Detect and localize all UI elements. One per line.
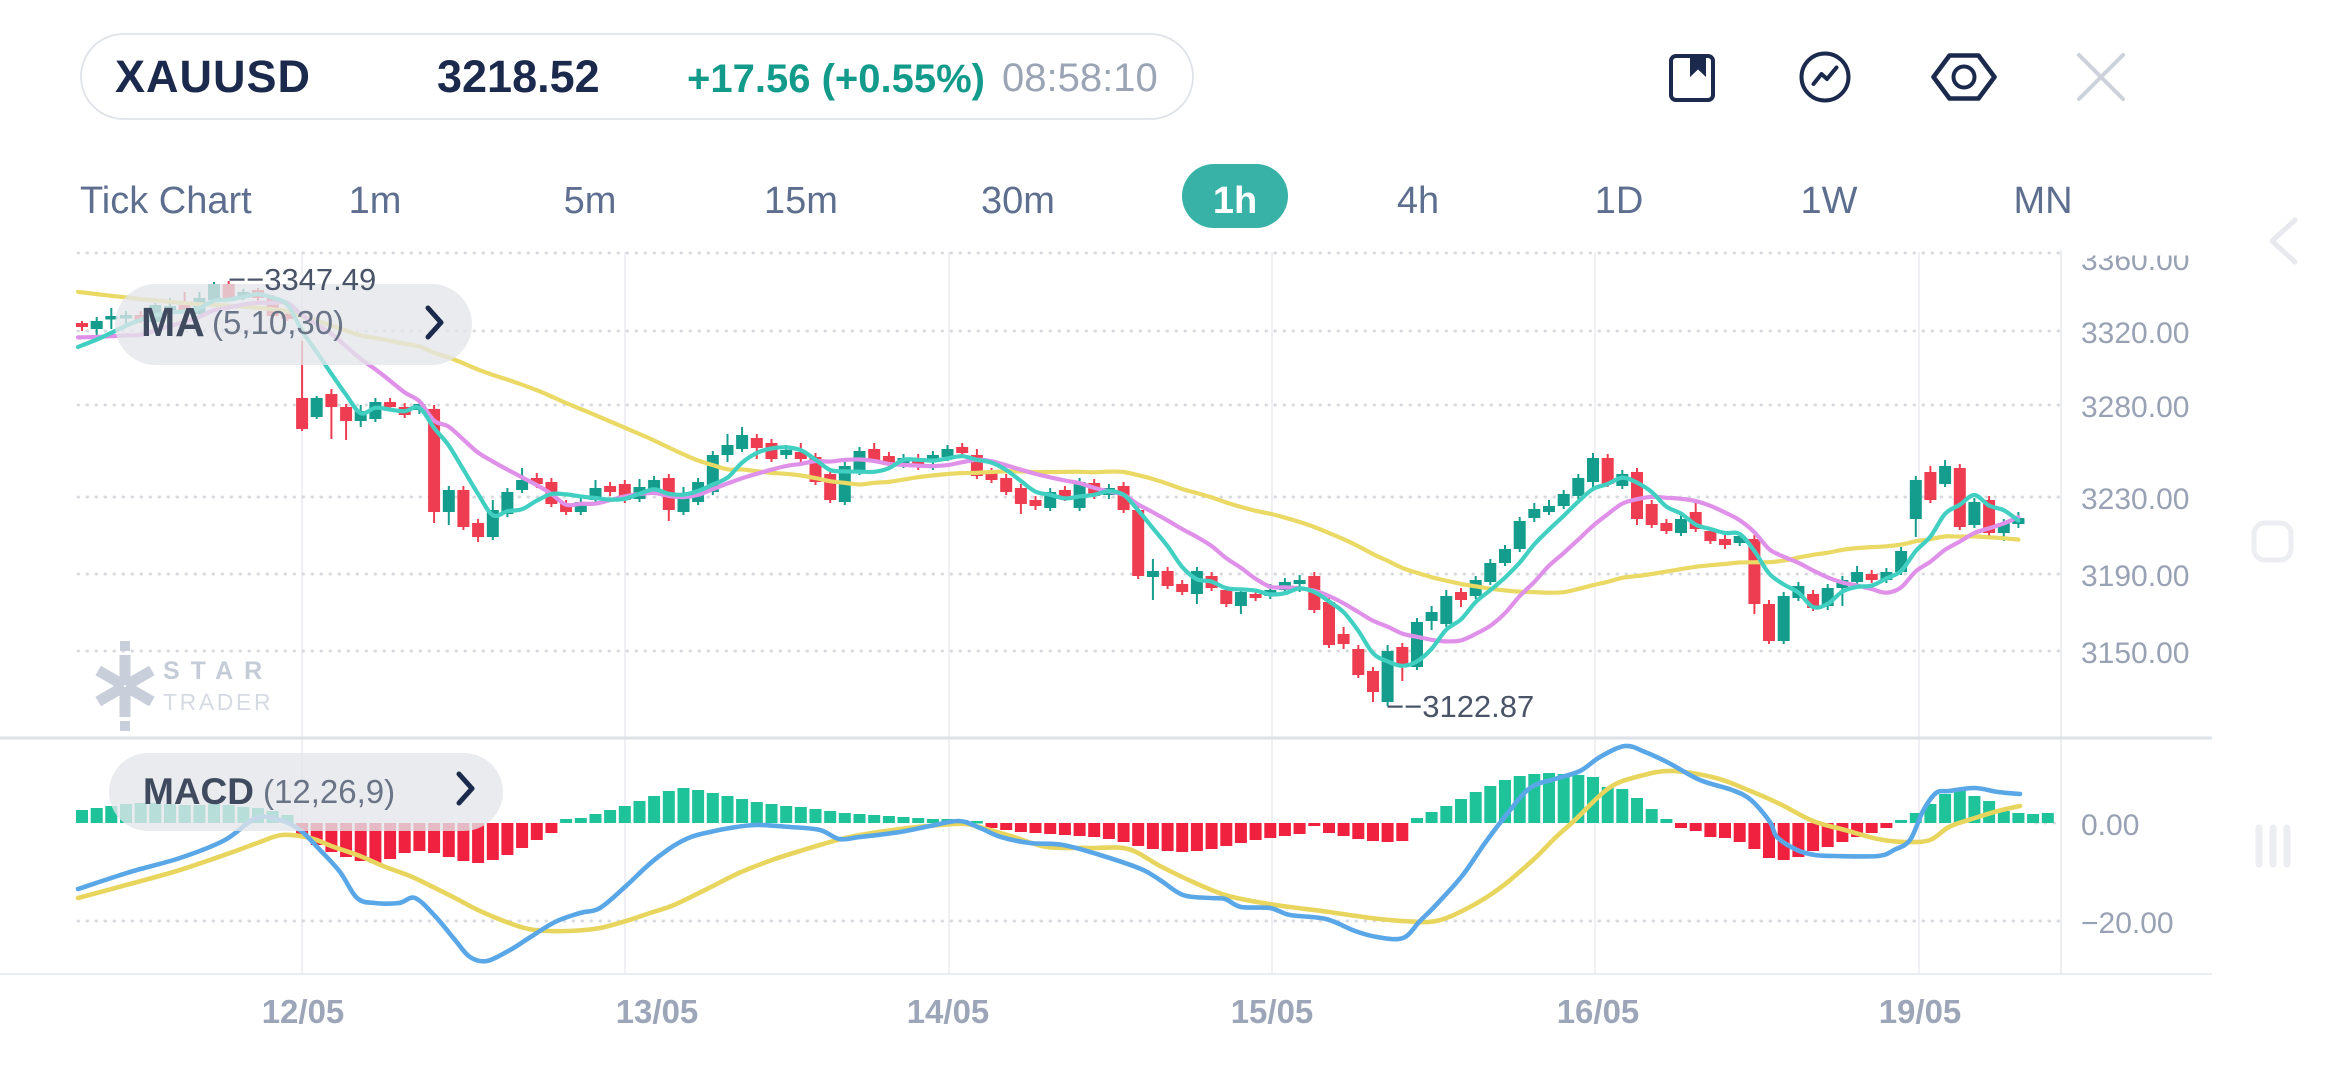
svg-text:15m: 15m <box>764 180 838 222</box>
svg-text:+17.56 (+0.55%): +17.56 (+0.55%) <box>687 57 985 101</box>
svg-text:−20.00: −20.00 <box>2081 907 2174 940</box>
svg-text:STAR: STAR <box>163 657 273 685</box>
svg-text:5m: 5m <box>564 180 617 222</box>
svg-text:TRADER: TRADER <box>163 689 273 715</box>
svg-text:MN: MN <box>2013 180 2072 222</box>
svg-text:3360.00: 3360.00 <box>2081 244 2189 277</box>
svg-text:(12,26,9): (12,26,9) <box>263 773 395 810</box>
svg-text:MACD: MACD <box>143 771 254 812</box>
svg-text:−−3122.87: −−3122.87 <box>1386 689 1534 724</box>
svg-text:3320.00: 3320.00 <box>2081 317 2189 350</box>
svg-text:4h: 4h <box>1397 180 1439 222</box>
svg-text:3150.00: 3150.00 <box>2081 637 2189 670</box>
svg-text:XAUUSD: XAUUSD <box>115 51 311 102</box>
svg-text:19/05: 19/05 <box>1879 993 1962 1030</box>
svg-text:1m: 1m <box>349 180 402 222</box>
svg-text:14/05: 14/05 <box>907 993 990 1030</box>
svg-text:3218.52: 3218.52 <box>437 51 600 102</box>
svg-text:−−3347.49: −−3347.49 <box>228 262 376 297</box>
svg-text:1h: 1h <box>1213 180 1257 222</box>
svg-text:15/05: 15/05 <box>1231 993 1314 1030</box>
svg-text:Tick Chart: Tick Chart <box>80 180 252 222</box>
svg-text:3280.00: 3280.00 <box>2081 391 2189 424</box>
svg-text:3190.00: 3190.00 <box>2081 560 2189 593</box>
svg-text:0.00: 0.00 <box>2081 809 2139 842</box>
svg-text:13/05: 13/05 <box>616 993 699 1030</box>
svg-text:MA: MA <box>141 299 205 345</box>
svg-text:12/05: 12/05 <box>262 993 345 1030</box>
svg-text:08:58:10: 08:58:10 <box>1002 56 1158 100</box>
svg-text:16/05: 16/05 <box>1557 993 1640 1030</box>
svg-text:30m: 30m <box>981 180 1055 222</box>
svg-text:3230.00: 3230.00 <box>2081 483 2189 516</box>
svg-text:(5,10,30): (5,10,30) <box>212 304 344 341</box>
svg-text:1W: 1W <box>1801 180 1858 222</box>
svg-text:1D: 1D <box>1595 180 1644 222</box>
